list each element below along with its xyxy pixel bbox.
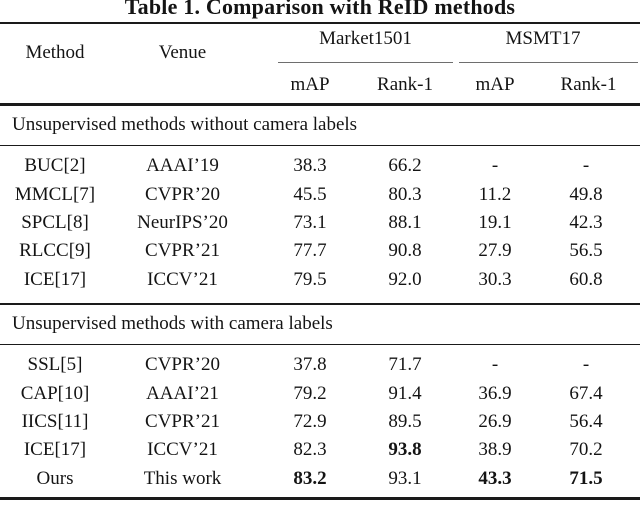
rank1-msmt-cell: - xyxy=(582,354,590,376)
rank1-market-cell: 93.1 xyxy=(388,467,422,489)
table-row: CAP[10] AAAI’21 79.2 91.4 36.9 67.4 xyxy=(0,379,640,407)
column-header-method: Method xyxy=(25,42,85,63)
rank1-msmt-cell: 42.3 xyxy=(569,211,603,233)
venue-cell: This work xyxy=(143,467,222,489)
section1-rule xyxy=(0,144,640,147)
venue-cell: CVPR’21 xyxy=(145,240,220,262)
map-market-cell: 37.8 xyxy=(293,354,327,376)
header-rule xyxy=(0,103,640,106)
venue-cell: NeurIPS’20 xyxy=(137,211,228,233)
rank1-market-cell: 92.0 xyxy=(388,268,422,290)
table-row: ICE[17] ICCV’21 82.3 93.8 38.9 70.2 xyxy=(0,436,640,464)
rank1-market-cell: 66.2 xyxy=(388,155,422,177)
rank1-msmt-cell: 70.2 xyxy=(569,439,603,461)
map-market-cell: 82.3 xyxy=(293,439,327,461)
map-market-cell: 38.3 xyxy=(293,155,327,177)
table-row: MMCL[7] CVPR’20 45.5 80.3 11.2 49.8 xyxy=(0,180,640,208)
column-group-msmt17: MSMT17 xyxy=(505,28,581,49)
method-cell: SPCL[8] xyxy=(21,211,89,233)
map-market-cell: 77.7 xyxy=(293,240,327,262)
table-caption: Table 1. Comparison with ReID methods xyxy=(124,0,516,19)
table-row: RLCC[9] CVPR’21 77.7 90.8 27.9 56.5 xyxy=(0,237,640,265)
venue-cell: CVPR’21 xyxy=(145,410,220,432)
method-cell: ICE[17] xyxy=(23,439,87,461)
cmidrule-market1501 xyxy=(278,61,453,63)
map-market-cell: 79.2 xyxy=(293,382,327,404)
map-market-cell: 83.2 xyxy=(293,467,327,489)
rank1-market-cell: 93.8 xyxy=(388,439,422,461)
rank1-msmt-cell: 49.8 xyxy=(569,183,603,205)
venue-cell: ICCV’21 xyxy=(147,439,218,461)
subheader-map-msmt: mAP xyxy=(475,74,515,95)
section1-rows: BUC[2] AAAI’19 38.3 66.2 - - MMCL[7] CVP… xyxy=(0,152,640,294)
rank1-msmt-cell: 56.5 xyxy=(569,240,603,262)
table-row: ICE[17] ICCV’21 79.5 92.0 30.3 60.8 xyxy=(0,266,640,294)
method-cell: SSL[5] xyxy=(27,354,83,376)
section-header-with-camera-labels: Unsupervised methods with camera labels xyxy=(12,313,333,334)
rank1-msmt-cell: 56.4 xyxy=(569,410,603,432)
venue-cell: ICCV’21 xyxy=(147,268,218,290)
method-cell: BUC[2] xyxy=(24,155,86,177)
map-msmt-cell: 36.9 xyxy=(478,382,512,404)
venue-cell: CVPR’20 xyxy=(145,354,220,376)
map-msmt-cell: - xyxy=(491,155,499,177)
table-row: SPCL[8] NeurIPS’20 73.1 88.1 19.1 42.3 xyxy=(0,209,640,237)
method-cell: RLCC[9] xyxy=(19,240,91,262)
subheader-rank1-market: Rank-1 xyxy=(377,74,433,95)
section2-rule xyxy=(0,343,640,346)
table-row: IICS[11] CVPR’21 72.9 89.5 26.9 56.4 xyxy=(0,408,640,436)
rank1-market-cell: 89.5 xyxy=(388,410,422,432)
top-rule xyxy=(0,21,640,24)
map-msmt-cell: - xyxy=(491,354,499,376)
rank1-msmt-cell: - xyxy=(582,155,590,177)
bottom-rule xyxy=(0,496,640,500)
method-cell: CAP[10] xyxy=(20,382,90,404)
section2-top-rule xyxy=(0,303,640,305)
method-cell: Ours xyxy=(36,467,74,489)
method-cell: ICE[17] xyxy=(23,268,87,290)
rank1-market-cell: 90.8 xyxy=(388,240,422,262)
rank1-msmt-cell: 67.4 xyxy=(569,382,603,404)
map-msmt-cell: 43.3 xyxy=(478,467,512,489)
map-msmt-cell: 27.9 xyxy=(478,240,512,262)
rank1-market-cell: 91.4 xyxy=(388,382,422,404)
map-market-cell: 79.5 xyxy=(293,268,327,290)
map-msmt-cell: 19.1 xyxy=(478,211,512,233)
column-header-venue: Venue xyxy=(158,42,207,63)
column-group-market1501: Market1501 xyxy=(319,28,412,49)
cmidrule-msmt17 xyxy=(459,61,638,63)
method-cell: IICS[11] xyxy=(21,410,89,432)
map-msmt-cell: 26.9 xyxy=(478,410,512,432)
section-header-without-camera-labels: Unsupervised methods without camera labe… xyxy=(12,113,358,135)
rank1-market-cell: 88.1 xyxy=(388,211,422,233)
subheader-rank1-msmt: Rank-1 xyxy=(560,74,617,95)
table-row: SSL[5] CVPR’20 37.8 71.7 - - xyxy=(0,351,640,379)
subheader-map-market: mAP xyxy=(290,74,330,95)
map-msmt-cell: 30.3 xyxy=(478,268,512,290)
method-cell: MMCL[7] xyxy=(14,183,96,205)
map-market-cell: 73.1 xyxy=(293,211,327,233)
venue-cell: CVPR’20 xyxy=(145,183,220,205)
table-row: Ours This work 83.2 93.1 43.3 71.5 xyxy=(0,465,640,493)
rank1-msmt-cell: 71.5 xyxy=(569,467,603,489)
rank1-market-cell: 80.3 xyxy=(388,183,422,205)
map-market-cell: 72.9 xyxy=(293,410,327,432)
table-row: BUC[2] AAAI’19 38.3 66.2 - - xyxy=(0,152,640,180)
section2-rows: SSL[5] CVPR’20 37.8 71.7 - - CAP[10] AAA… xyxy=(0,351,640,493)
venue-cell: AAAI’19 xyxy=(146,155,219,177)
map-market-cell: 45.5 xyxy=(293,183,327,205)
rank1-market-cell: 71.7 xyxy=(388,354,422,376)
venue-cell: AAAI’21 xyxy=(146,382,219,404)
map-msmt-cell: 11.2 xyxy=(478,183,512,205)
rank1-msmt-cell: 60.8 xyxy=(569,268,603,290)
map-msmt-cell: 38.9 xyxy=(478,439,512,461)
